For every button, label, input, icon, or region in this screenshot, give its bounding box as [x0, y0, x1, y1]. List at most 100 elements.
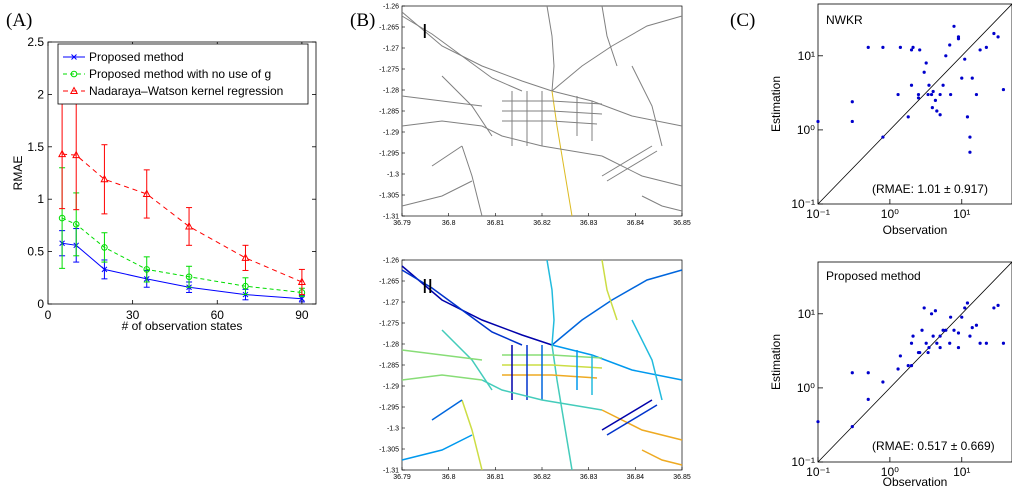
scatter-point	[935, 109, 939, 113]
scatter-proposed: 10⁻¹10⁻¹ 10⁰ 10⁰ 10¹ 10¹ Proposed method (RM…	[769, 261, 1012, 489]
x-tick-label: 36.8	[442, 220, 456, 227]
scatter-point	[922, 70, 926, 74]
scatter-point	[952, 328, 956, 332]
series-line	[62, 153, 303, 283]
scatter-point	[922, 306, 926, 310]
road-segment	[601, 259, 618, 321]
y-tick-label: -1.305	[379, 447, 399, 454]
scatter-point	[850, 425, 854, 429]
scatter-point	[927, 83, 931, 87]
y-tick-label: -1.285	[379, 109, 399, 116]
y-tick-label: -1.3	[387, 172, 399, 179]
scatter-point	[996, 303, 1000, 307]
scatter-point	[924, 341, 928, 345]
road-segment	[641, 195, 683, 212]
scatter-point	[906, 363, 910, 368]
road-segment	[441, 75, 493, 137]
y-tick-label: -1.305	[379, 193, 399, 200]
road-segment	[401, 11, 553, 92]
scatter-point	[924, 61, 928, 65]
y-tick-label: 10¹	[798, 307, 815, 321]
road-segment	[401, 434, 473, 461]
scatter-point	[960, 315, 964, 319]
y-tick-label: -1.29	[383, 130, 399, 137]
map-i: 36.79 36.8 36.81 36.82 36.83 36.84 36.85 -1.26 -…	[379, 4, 691, 228]
road-segment	[441, 329, 493, 391]
scatter-point	[949, 92, 953, 97]
scatter-point	[968, 334, 972, 338]
y-tick-label: -1.28	[383, 88, 399, 95]
legend: Proposed method Proposed method with no u…	[57, 43, 309, 105]
x-tick-label: 90	[295, 308, 309, 322]
scatter-point	[938, 345, 942, 350]
road-segment	[551, 269, 683, 346]
road-segment	[431, 145, 463, 167]
road-segment	[641, 449, 683, 466]
scatter-point	[968, 150, 972, 154]
scatter-point	[850, 100, 854, 104]
panel-a-line-chart: 0 30 60 90 0 0.5 1 1.5 2 2.5 # of observation sta…	[11, 35, 317, 333]
map-i-ticks: 36.79 36.8 36.81 36.82 36.83 36.84 36.85 -1.26 -…	[379, 4, 691, 228]
map-ii-roads	[401, 259, 683, 471]
y-tick-label: -1.295	[379, 405, 399, 412]
scatter-point	[938, 113, 942, 117]
x-tick-label: 10¹	[953, 465, 970, 479]
scatter-point	[963, 57, 967, 61]
legend-entry: Proposed method with no use of g	[89, 67, 271, 81]
y-tick-label: 10⁰	[797, 381, 815, 395]
scatter-point	[927, 345, 931, 350]
scatter-point	[984, 341, 988, 345]
scatter-point	[909, 363, 914, 368]
road-segment	[601, 155, 683, 187]
road-segment	[401, 374, 483, 381]
map-i-roads	[401, 5, 683, 217]
scatter-point	[952, 24, 956, 28]
y-tick-label: 2.5	[27, 35, 44, 49]
scatter-proposed-frame	[817, 261, 1012, 463]
scatter-nwkr-ylabel: Estimation	[769, 76, 783, 132]
scatter-point	[816, 420, 820, 424]
data-point	[101, 244, 108, 251]
scatter-point	[850, 371, 854, 375]
scatter-point	[933, 309, 938, 313]
x-tick-label: 10⁰	[881, 465, 899, 479]
scatter-point	[956, 331, 961, 335]
y-tick-label: 10⁰	[797, 123, 815, 137]
road-segment	[551, 90, 683, 127]
x-axis-label: # of observation states	[122, 319, 243, 333]
scatter-point	[896, 92, 900, 97]
scatter-point	[963, 306, 967, 310]
y-tick-label: -1.26	[383, 4, 399, 11]
y-axis-label: RMAE	[11, 156, 25, 191]
series-0	[59, 228, 305, 303]
road-segment	[481, 379, 603, 411]
legend-box	[57, 43, 309, 105]
scatter-nwkr-xlabel: Observation	[883, 223, 948, 237]
scatter-point	[909, 341, 914, 345]
series-1	[58, 167, 306, 298]
scatter-point	[948, 341, 952, 345]
scatter-point	[956, 345, 961, 350]
scatter-point	[970, 326, 974, 330]
y-tick-label: -1.275	[379, 67, 399, 74]
road-segment	[551, 15, 683, 92]
scatter-point	[992, 306, 996, 310]
data-point	[100, 174, 109, 183]
data-point	[71, 54, 77, 60]
scatter-point	[866, 397, 870, 401]
y-tick-label: 10⁻¹	[791, 455, 815, 469]
scatter-point	[974, 323, 979, 327]
scatter-point	[898, 45, 902, 49]
y-tick-label: 1.5	[27, 140, 44, 154]
scatter-point	[881, 380, 885, 384]
scatter-point	[941, 328, 945, 332]
road-segment	[546, 5, 555, 92]
panel-b-maps: 36.79 36.8 36.81 36.82 36.83 36.84 36.85 -1.26 -…	[379, 4, 691, 482]
x-tick-label: 36.84	[627, 474, 645, 481]
scatter-point	[1001, 341, 1006, 345]
scatter-point	[906, 115, 910, 119]
road-segment	[606, 404, 658, 436]
data-point	[241, 253, 250, 261]
